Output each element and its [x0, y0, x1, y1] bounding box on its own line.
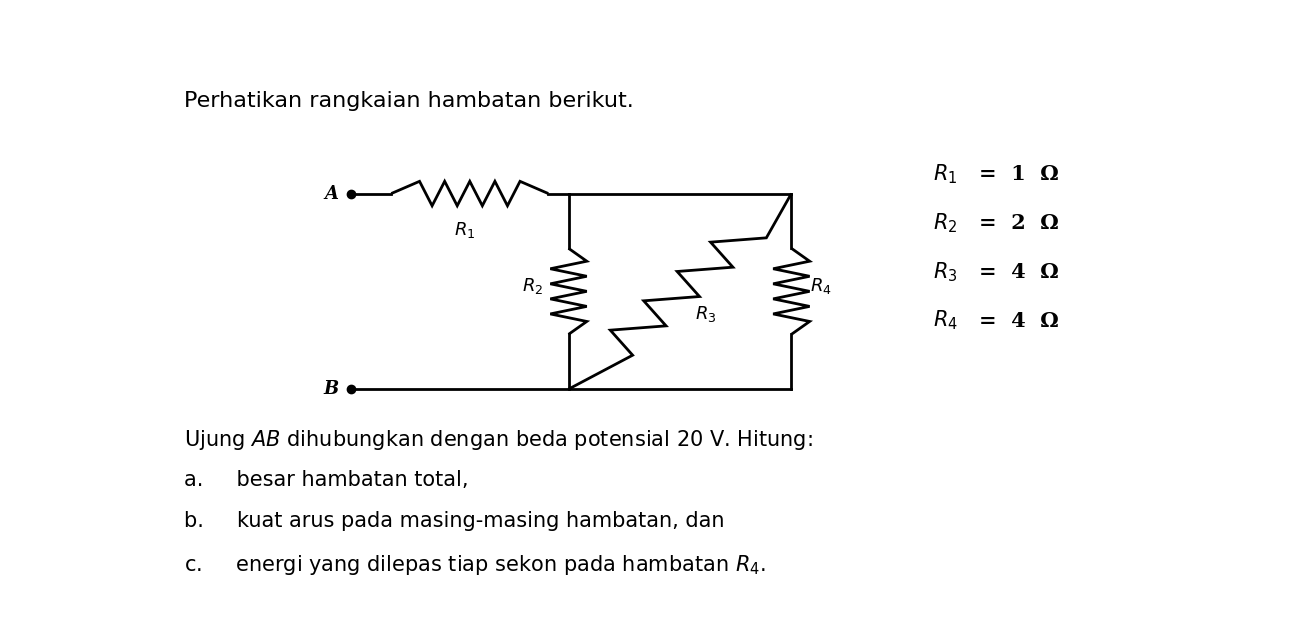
Text: $R_3$: $R_3$ [695, 304, 716, 324]
Text: =  4  Ω: = 4 Ω [979, 311, 1059, 331]
Text: =  2  Ω: = 2 Ω [979, 213, 1059, 233]
Text: =  4  Ω: = 4 Ω [979, 262, 1059, 282]
Text: $R_3$: $R_3$ [933, 260, 958, 284]
Text: a.     besar hambatan total,: a. besar hambatan total, [183, 470, 468, 490]
Text: $R_1$: $R_1$ [933, 162, 958, 186]
Text: $R_1$: $R_1$ [454, 220, 476, 241]
Text: b.     kuat arus pada masing-masing hambatan, dan: b. kuat arus pada masing-masing hambatan… [183, 511, 724, 531]
Text: B: B [323, 380, 339, 398]
Text: $R_4$: $R_4$ [933, 309, 958, 333]
Text: $R_2$: $R_2$ [521, 276, 544, 297]
Text: A: A [324, 185, 339, 203]
Text: $R_4$: $R_4$ [809, 276, 831, 297]
Text: Perhatikan rangkaian hambatan berikut.: Perhatikan rangkaian hambatan berikut. [183, 91, 634, 111]
Text: c.     energi yang dilepas tiap sekon pada hambatan $R_4$.: c. energi yang dilepas tiap sekon pada h… [183, 553, 766, 577]
Text: $R_2$: $R_2$ [933, 211, 958, 235]
Text: =  1  Ω: = 1 Ω [979, 164, 1059, 184]
Text: Ujung $AB$ dihubungkan dengan beda potensial 20 V. Hitung:: Ujung $AB$ dihubungkan dengan beda poten… [183, 428, 813, 452]
